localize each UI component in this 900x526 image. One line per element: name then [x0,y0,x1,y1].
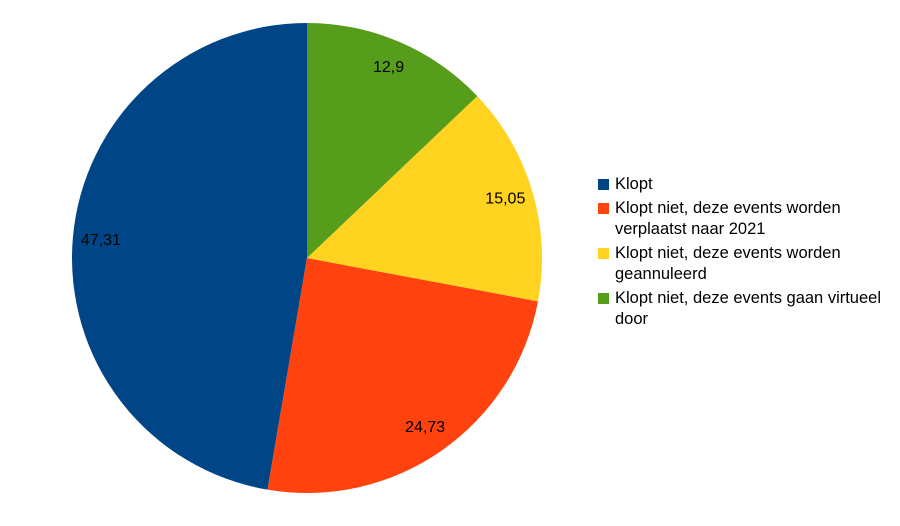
data-label: 47,31 [81,232,121,249]
legend-label: Klopt [615,175,653,193]
data-label: 12,9 [373,59,404,76]
legend-swatch [598,248,609,259]
legend-item: Klopt niet, deze events gaan virtueel do… [598,288,888,330]
legend-swatch [598,293,609,304]
legend-swatch [598,203,609,214]
legend-label: Klopt niet, deze events gaan virtueel do… [615,289,882,328]
legend-item: Klopt niet, deze events worden verplaats… [598,198,888,240]
legend-swatch [598,179,609,190]
legend-label: Klopt niet, deze events worden geannulee… [615,244,841,283]
legend: Klopt Klopt niet, deze events worden verp… [598,174,888,333]
data-label: 15,05 [485,191,525,208]
pie-slice [307,23,478,258]
pie-slice [267,258,538,493]
legend-label: Klopt niet, deze events worden verplaats… [615,199,841,238]
pie-slice [307,96,543,302]
legend-item: Klopt niet, deze events worden geannulee… [598,243,888,285]
data-label: 24,73 [405,419,445,436]
pie-slice [71,23,307,490]
legend-item: Klopt [598,174,888,195]
